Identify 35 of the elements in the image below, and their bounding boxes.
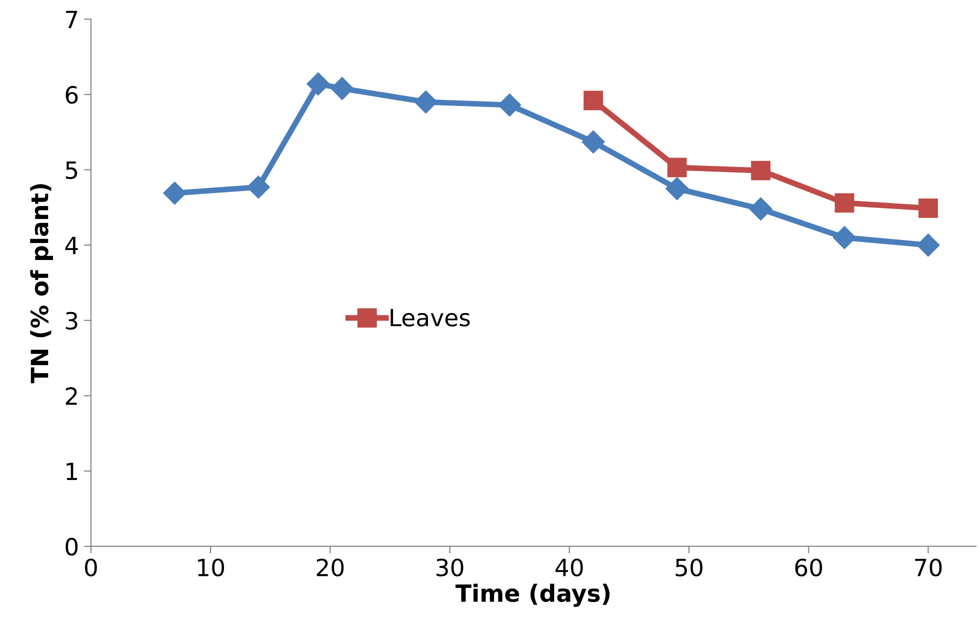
x-tick-label: 50 [676, 558, 702, 576]
point [330, 76, 354, 100]
x-tick-label: 0 [85, 558, 97, 576]
point [832, 226, 856, 250]
y-tick-label: 3 [66, 312, 78, 330]
y-tick-label: 7 [66, 10, 78, 28]
y-tick-label: 6 [66, 86, 78, 104]
x-tick-label: 70 [915, 558, 942, 576]
point [751, 160, 770, 180]
point [834, 193, 854, 213]
point [749, 197, 772, 220]
point [246, 176, 270, 199]
point [163, 182, 186, 205]
x-tick-label: 30 [436, 558, 464, 576]
point [306, 72, 330, 96]
point [582, 130, 605, 154]
x-tick-label: 40 [556, 558, 583, 576]
point [667, 158, 687, 178]
y-tick-label: 2 [66, 387, 77, 405]
x-tick-label: 20 [316, 558, 344, 576]
x-tick-label: 60 [795, 558, 822, 576]
point [916, 234, 940, 257]
y-tick-label: 1 [66, 462, 77, 480]
point [414, 90, 438, 114]
y-tick-label: 4 [65, 236, 78, 254]
point [584, 90, 604, 110]
point [498, 94, 522, 117]
legend-label: Leaves [390, 308, 470, 327]
point [918, 198, 938, 218]
y-axis-title: TN (% of plant) [30, 184, 54, 384]
point [666, 177, 689, 200]
y-tick-label: 5 [66, 162, 78, 180]
x-axis-title: Time (days) [456, 584, 610, 607]
y-tick-label: 0 [66, 538, 78, 556]
x-tick-label: 10 [198, 558, 224, 576]
